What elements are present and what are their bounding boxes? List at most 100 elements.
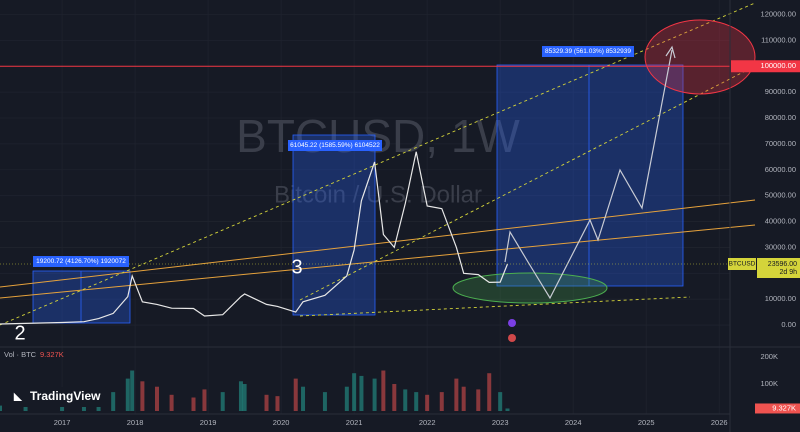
- y-tick-label: 10000.00: [765, 294, 796, 303]
- volume-bar: [238, 381, 243, 411]
- x-tick-label: 2022: [419, 418, 436, 427]
- countdown: 2d 9h: [779, 269, 797, 276]
- volume-bar: [454, 378, 459, 411]
- volume-bar: [476, 389, 481, 411]
- measure-box: [292, 134, 376, 316]
- grid: [0, 0, 730, 414]
- target-ellipse: [644, 19, 756, 95]
- x-tick-label: 2019: [200, 418, 217, 427]
- trend-line: [0, 2, 756, 326]
- x-tick-label: 2025: [638, 418, 655, 427]
- volume-bar: [169, 394, 174, 411]
- measure-label: 85329.39 (561.03%) 8532939: [545, 48, 631, 55]
- volume-last: 9.327K: [40, 350, 64, 359]
- volume-bar: [498, 392, 503, 411]
- price-tag-bg: [731, 60, 800, 73]
- wave-label: 3: [291, 256, 302, 278]
- volume-bar: [505, 408, 510, 411]
- x-tick-label: 2018: [127, 418, 144, 427]
- volume-bar: [202, 389, 207, 411]
- watermark-symbol: BTCUSD, 1W: [236, 110, 520, 162]
- y-tick-label: 110000.00: [761, 35, 796, 44]
- projection-path: [504, 49, 673, 300]
- volume-bar: [264, 394, 269, 411]
- volume-bar: [220, 392, 225, 411]
- volume-bar: [140, 381, 145, 411]
- volume-bar: [191, 397, 196, 411]
- y-tick-label: 60000.00: [765, 165, 796, 174]
- x-tick-label: 2020: [273, 418, 290, 427]
- volume-bar: [344, 386, 349, 411]
- measure-box: [32, 270, 131, 324]
- volume-bar: [414, 392, 419, 411]
- volume-bar: [439, 392, 444, 411]
- volume-bar: [461, 386, 466, 411]
- price-tag: 23596.00: [768, 261, 797, 268]
- price-tag-bg: [757, 258, 800, 279]
- price-line: [0, 151, 509, 325]
- y-tick-label: 50000.00: [765, 191, 796, 200]
- volume-bar: [293, 378, 298, 411]
- volume-bar: [23, 404, 28, 411]
- volume-bar: [111, 392, 116, 411]
- volume-bar: [425, 394, 430, 411]
- volume-bar: [242, 384, 247, 411]
- x-tick-label: 2026: [711, 418, 728, 427]
- y-tick-label: 90000.00: [765, 87, 796, 96]
- logo-mark: ◣: [13, 392, 23, 403]
- measure-label-bg: [33, 256, 129, 267]
- volume-bar: [301, 386, 306, 411]
- trend-line: [0, 199, 756, 288]
- volume-bar: [487, 373, 492, 411]
- projection-arrow: [665, 45, 676, 59]
- measure-box: [496, 64, 684, 287]
- y-tick-label: 80000.00: [765, 113, 796, 122]
- volume-title: Vol · BTC: [4, 350, 37, 359]
- volume-bar: [392, 384, 397, 411]
- volume-tick-label: 100K: [760, 379, 778, 388]
- y-tick-label: 120000.00: [761, 9, 796, 18]
- volume-bar: [154, 386, 159, 411]
- axes: 120000.00 110000.00 90000.00 80000.00 70000.…: [54, 9, 800, 427]
- logo-text: TradingView: [30, 389, 101, 403]
- trend-line: [299, 296, 691, 317]
- volume-tick-label: 200K: [760, 352, 778, 361]
- volume-bar: [275, 396, 280, 411]
- symbol-tag: BTCUSD: [729, 261, 756, 268]
- x-tick-label: 2017: [54, 418, 71, 427]
- target-ellipse: [452, 272, 608, 304]
- x-tick-label: 2024: [565, 418, 582, 427]
- y-tick-label: 40000.00: [765, 217, 796, 226]
- y-tick-label: 30000.00: [765, 242, 796, 251]
- x-tick-label: 2021: [346, 418, 363, 427]
- event-icon[interactable]: [508, 319, 516, 327]
- price-tag: 100000.00: [761, 61, 796, 70]
- wave-label: 2: [14, 322, 25, 344]
- trend-line: [299, 65, 756, 301]
- logo-bg: [8, 387, 108, 407]
- volume-bar: [125, 378, 130, 411]
- measure-label-bg: [288, 140, 382, 151]
- event-icon[interactable]: [508, 334, 516, 342]
- measure-label: 19200.72 (4126.70%) 1920072: [36, 258, 126, 265]
- volume-bar: [322, 392, 327, 411]
- measure-label-bg: [542, 46, 634, 57]
- volume-bar: [0, 405, 2, 411]
- volume-bar: [403, 389, 408, 411]
- volume-bar: [359, 375, 364, 411]
- volume-bar: [352, 373, 357, 411]
- trend-line: [0, 224, 756, 299]
- x-tick-label: 2023: [492, 418, 509, 427]
- measure-label: 61045.22 (1585.59%) 6104522: [290, 142, 380, 149]
- plot: [0, 65, 730, 411]
- y-tick-label: 0.00: [781, 320, 796, 329]
- volume-bar: [130, 370, 135, 411]
- volume-bar: [372, 378, 377, 411]
- volume-tag: 9.327K: [772, 403, 796, 412]
- y-tick-label: 70000.00: [765, 139, 796, 148]
- volume-tag-bg: [755, 403, 800, 414]
- volume-bar: [381, 370, 386, 411]
